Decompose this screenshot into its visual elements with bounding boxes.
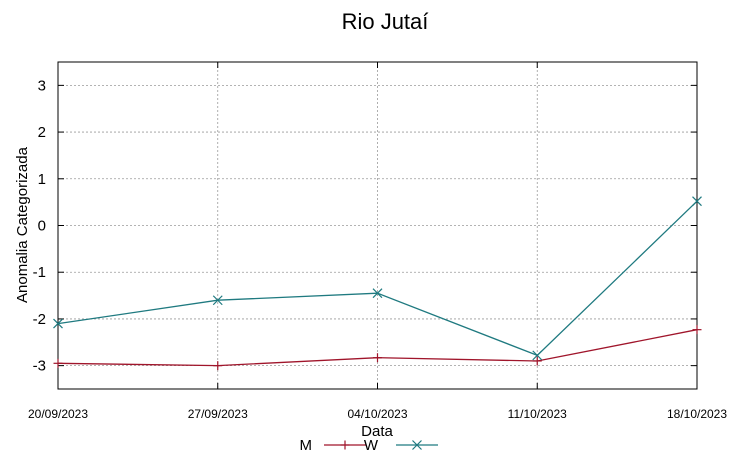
y-tick-label: -3: [33, 358, 46, 375]
series-w-point: [212, 295, 223, 306]
series-m-point: [692, 325, 702, 335]
y-tick-label: 1: [38, 171, 46, 188]
y-tick-label: 3: [38, 77, 46, 94]
legend-m-label: M: [300, 437, 313, 454]
series-w-marker: [212, 295, 223, 306]
x-axis: 20/09/2023 27/09/2023 04/10/2023 11/10/2023…: [28, 62, 727, 421]
x-axis-label: Data: [361, 423, 393, 440]
y-axis: -3 -2 -1 0 1 2 3: [33, 77, 697, 375]
legend-w-marker: [412, 440, 422, 450]
series-w-point: [532, 350, 543, 361]
series-m-point: [532, 356, 542, 366]
x-tick-label: 18/10/2023: [667, 407, 727, 421]
x-tick-label: 04/10/2023: [347, 407, 407, 421]
series-w-point: [692, 196, 702, 207]
series-w-point: [372, 288, 383, 299]
legend-w-label: W: [364, 437, 379, 454]
x-tick-label: 27/09/2023: [188, 407, 248, 421]
series-group: [53, 196, 702, 371]
series-m-point: [213, 361, 223, 371]
y-tick-label: -1: [33, 264, 46, 281]
series-w-marker: [692, 196, 702, 207]
series-w-marker: [53, 318, 63, 329]
series-m-point: [53, 358, 63, 368]
chart-title: Rio Jutaí: [342, 9, 429, 34]
y-tick-label: -2: [33, 311, 46, 328]
grid-lines: [58, 62, 697, 389]
y-tick-label: 0: [38, 218, 46, 235]
series-w-point: [53, 318, 63, 329]
x-tick-label: 20/09/2023: [28, 407, 88, 421]
series-w-marker: [372, 288, 383, 299]
series-m-point: [373, 353, 382, 363]
y-tick-label: 2: [38, 124, 46, 141]
x-tick-label: 11/10/2023: [508, 407, 567, 421]
series-w-marker: [532, 350, 543, 361]
y-axis-label: Anomalia Categorizada: [14, 146, 31, 303]
